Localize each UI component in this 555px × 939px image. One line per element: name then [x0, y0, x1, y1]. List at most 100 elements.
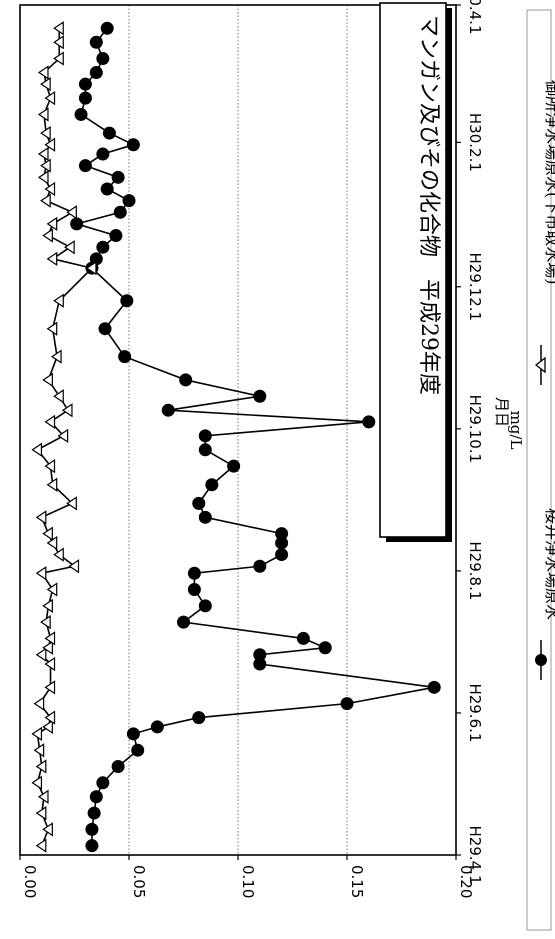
data-point-gose: [50, 349, 62, 364]
data-point-gose: [37, 170, 49, 185]
data-point-sakurai: [198, 429, 212, 443]
data-point-sakurai: [362, 415, 376, 429]
x-tick-label: H29.12.1: [466, 253, 484, 322]
data-point-sakurai: [275, 548, 289, 562]
data-point-sakurai: [275, 527, 289, 541]
data-point-gose: [42, 372, 53, 388]
data-point-sakurai: [427, 680, 441, 694]
data-point-sakurai: [120, 294, 134, 308]
data-point-sakurai: [227, 459, 241, 473]
data-point-sakurai: [109, 229, 123, 243]
data-point-gose: [37, 789, 49, 804]
legend: 桜井浄水場原水 御所浄水場原水(下市取水場): [526, 9, 555, 931]
data-point-sakurai: [111, 760, 125, 774]
data-point-sakurai: [96, 776, 110, 790]
data-point-sakurai: [126, 138, 140, 152]
data-point-gose: [53, 547, 64, 562]
data-point-gose: [53, 51, 64, 66]
data-point-sakurai: [253, 389, 267, 403]
y-tick-label: 0.15: [348, 865, 366, 898]
data-point-sakurai: [96, 52, 110, 66]
data-point-gose: [53, 21, 64, 36]
data-point-sakurai: [102, 126, 116, 140]
data-point-sakurai: [318, 641, 332, 655]
data-point-sakurai: [253, 559, 267, 573]
data-point-sakurai: [78, 91, 92, 105]
legend-marker-sakurai: [535, 654, 547, 666]
data-point-gose: [44, 656, 56, 672]
data-point-gose: [35, 647, 47, 662]
data-point-sakurai: [96, 147, 110, 161]
data-point-gose: [44, 458, 56, 474]
data-point-gose: [42, 822, 53, 837]
data-point-gose: [53, 35, 64, 50]
data-point-sakurai: [161, 403, 175, 417]
data-point-gose: [42, 526, 53, 541]
series-lines: [36, 27, 435, 846]
data-point-gose: [33, 696, 45, 711]
data-point-gose: [46, 251, 58, 266]
data-point-sakurai: [96, 240, 110, 254]
data-point-gose: [42, 228, 53, 243]
data-point-gose: [46, 216, 58, 232]
x-axis-ticks: H29.4.1 H29.6.1 H29.8.1 H29.10.1 H29.12.1 H30…: [456, 0, 484, 885]
data-point-sakurai: [198, 510, 212, 524]
data-point-gose: [44, 181, 56, 197]
x-tick-label: H30.2.1: [466, 113, 484, 172]
data-point-gose: [44, 137, 56, 152]
data-point-gose: [31, 726, 43, 742]
data-point-sakurai: [131, 743, 145, 757]
data-point-gose: [44, 91, 56, 106]
data-point-gose: [57, 428, 69, 443]
data-point-gose: [40, 193, 51, 208]
data-point-gose: [42, 640, 53, 655]
data-point-gose: [35, 510, 47, 525]
data-point-gose: [40, 615, 51, 630]
data-point-sakurai: [89, 35, 103, 49]
data-point-sakurai: [111, 170, 125, 184]
data-point-gose: [85, 261, 97, 276]
data-point-sakurai: [78, 159, 92, 173]
title-box: マンガン及びその化合物 平成29年度: [379, 2, 452, 542]
data-point-sakurai: [192, 711, 206, 725]
data-point-sakurai: [89, 790, 103, 804]
data-point-sakurai: [85, 839, 99, 853]
data-point-sakurai: [118, 350, 132, 364]
data-point-sakurai: [198, 599, 212, 613]
data-point-gose: [42, 598, 53, 613]
x-tick-label: H29.6.1: [466, 683, 484, 742]
data-point-gose: [42, 719, 53, 735]
data-point-gose: [33, 743, 45, 758]
data-point-sakurai: [253, 657, 267, 671]
data-point-sakurai: [89, 252, 103, 266]
data-point-sakurai: [74, 107, 88, 121]
data-point-sakurai: [78, 77, 92, 91]
data-point-sakurai: [340, 697, 354, 711]
data-point-sakurai: [192, 496, 206, 510]
data-point-sakurai: [126, 727, 140, 741]
y-tick-label: 0.05: [130, 865, 148, 898]
data-point-gose: [66, 496, 77, 511]
data-point-gose: [44, 631, 56, 646]
data-point-sakurai: [87, 806, 101, 820]
data-point-sakurai: [100, 21, 114, 35]
data-point-gose: [35, 805, 47, 821]
data-point-gose: [61, 403, 73, 418]
data-point-gose: [31, 442, 43, 457]
legend-label-gose: 御所浄水場原水(下市取水場): [543, 80, 555, 285]
data-point-gose: [40, 125, 51, 141]
chart-title: マンガン及びその化合物 平成29年度: [416, 15, 441, 395]
data-point-gose: [31, 775, 43, 790]
data-point-gose: [44, 680, 56, 695]
data-point-sakurai: [198, 443, 212, 457]
data-point-sakurai: [150, 720, 164, 734]
data-point-sakurai: [187, 583, 201, 597]
data-point-gose: [40, 77, 51, 92]
data-point-sakurai: [187, 566, 201, 580]
data-point-sakurai: [179, 373, 193, 387]
y-tick-label: 0.00: [21, 865, 39, 898]
data-point-gose: [35, 838, 47, 853]
data-point-gose: [35, 759, 47, 774]
data-point-gose: [66, 205, 77, 220]
